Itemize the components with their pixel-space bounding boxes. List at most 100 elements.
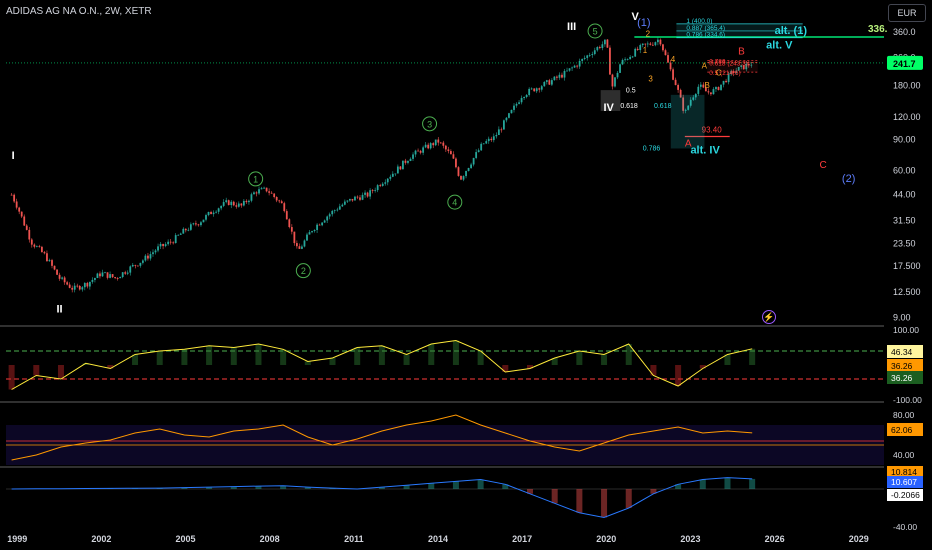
candle-body xyxy=(672,69,674,80)
candle-body xyxy=(369,190,372,197)
candle-body xyxy=(437,139,440,143)
candle-body xyxy=(326,216,329,221)
candle-body xyxy=(704,87,707,92)
candle-body xyxy=(341,204,344,207)
candle-body xyxy=(217,208,220,212)
candle-body xyxy=(621,59,624,65)
indicator-bar xyxy=(576,489,583,513)
indicator-bar xyxy=(452,481,459,489)
candle-body xyxy=(73,285,76,290)
iv-zone xyxy=(600,90,621,111)
indicator-pane-3[interactable] xyxy=(6,477,884,519)
candle-body xyxy=(386,178,389,183)
fib-zone-lower xyxy=(707,60,758,73)
candle-body xyxy=(220,205,223,209)
candle-body xyxy=(500,129,503,131)
x-tick-label: 2023 xyxy=(680,534,700,544)
wave-label-minor: C xyxy=(716,69,722,78)
candle-body xyxy=(578,60,581,67)
candle-body xyxy=(520,98,523,103)
candle-body xyxy=(33,244,36,247)
indicator-pane-1[interactable] xyxy=(6,339,884,390)
candle-body xyxy=(740,65,743,67)
candle-body xyxy=(164,244,167,247)
lightning-icon[interactable]: ⚡ xyxy=(762,310,776,324)
candle-body xyxy=(727,73,730,83)
candle-body xyxy=(212,212,215,215)
candle-body xyxy=(338,206,341,210)
x-tick-label: 2020 xyxy=(596,534,616,544)
candle-body xyxy=(38,246,41,248)
indicator-value-badge xyxy=(887,466,923,478)
candle-body xyxy=(465,170,467,177)
candle-body xyxy=(687,105,690,110)
candle-body xyxy=(462,176,465,180)
candle-body xyxy=(187,229,190,231)
candle-body xyxy=(83,282,86,288)
alt-iv-zone xyxy=(670,94,705,149)
candle-body xyxy=(684,109,687,111)
candle-body xyxy=(104,272,106,274)
indicator-value-label: 36.26 xyxy=(891,373,913,383)
x-tick-label: 2005 xyxy=(176,534,196,544)
support-label: 93.40 xyxy=(702,125,723,134)
candle-body xyxy=(611,74,614,87)
candle-body xyxy=(490,138,493,141)
candle-body xyxy=(235,205,238,207)
candle-body xyxy=(427,144,430,149)
indicator-bar xyxy=(749,348,756,365)
candle-body xyxy=(457,167,460,176)
candle-body xyxy=(46,253,48,262)
wave-label-circled: 2 xyxy=(301,266,306,276)
candle-body xyxy=(702,84,705,88)
candle-body xyxy=(149,254,152,259)
candle-body xyxy=(556,76,558,78)
candle-body xyxy=(634,48,637,57)
candle-body xyxy=(15,201,18,208)
y-tick-label: 12.500 xyxy=(893,287,921,297)
candle-body xyxy=(91,279,94,282)
price-pane[interactable] xyxy=(6,36,884,293)
candle-body xyxy=(528,88,531,96)
candle-body xyxy=(306,234,308,241)
candle-body xyxy=(419,150,422,153)
indicator-bar xyxy=(452,340,459,365)
currency-selector[interactable]: EUR xyxy=(888,4,926,22)
candle-body xyxy=(651,44,654,46)
candle-body xyxy=(343,201,346,205)
candle-body xyxy=(316,224,318,230)
candle-body xyxy=(374,190,377,191)
candle-body xyxy=(609,47,611,75)
indicator-bar xyxy=(329,358,336,365)
candle-body xyxy=(472,157,475,165)
candle-body xyxy=(293,231,296,244)
candle-body xyxy=(460,175,462,180)
fib-level-label: 0.786 (334.6) xyxy=(686,32,725,39)
candle-body xyxy=(679,89,682,98)
candle-body xyxy=(25,225,28,230)
wave-label-alt: alt. V xyxy=(766,39,793,51)
candle-body xyxy=(477,150,480,153)
candle-body xyxy=(689,99,692,106)
fib-side-label: 0.618 xyxy=(620,103,638,110)
candle-body xyxy=(664,50,667,56)
indicator-bar xyxy=(428,344,435,365)
candle-body xyxy=(177,234,180,236)
x-tick-label: 2008 xyxy=(260,534,280,544)
indicator-bar xyxy=(8,365,15,390)
candle-body xyxy=(432,143,435,146)
wave-circle-marker xyxy=(248,171,264,187)
candle-body xyxy=(144,255,147,261)
indicator-bar xyxy=(230,486,237,489)
candle-body xyxy=(510,109,513,114)
candle-body xyxy=(109,274,111,278)
candle-body xyxy=(548,80,551,85)
wave-label-minor: A xyxy=(702,61,708,70)
indicator-bar xyxy=(576,351,583,365)
indicator-bar xyxy=(33,365,40,376)
indicator-pane-2[interactable] xyxy=(6,414,884,465)
indicator-tick-label: 40.00 xyxy=(893,450,915,460)
candle-body xyxy=(275,197,278,201)
candle-body xyxy=(356,196,359,198)
